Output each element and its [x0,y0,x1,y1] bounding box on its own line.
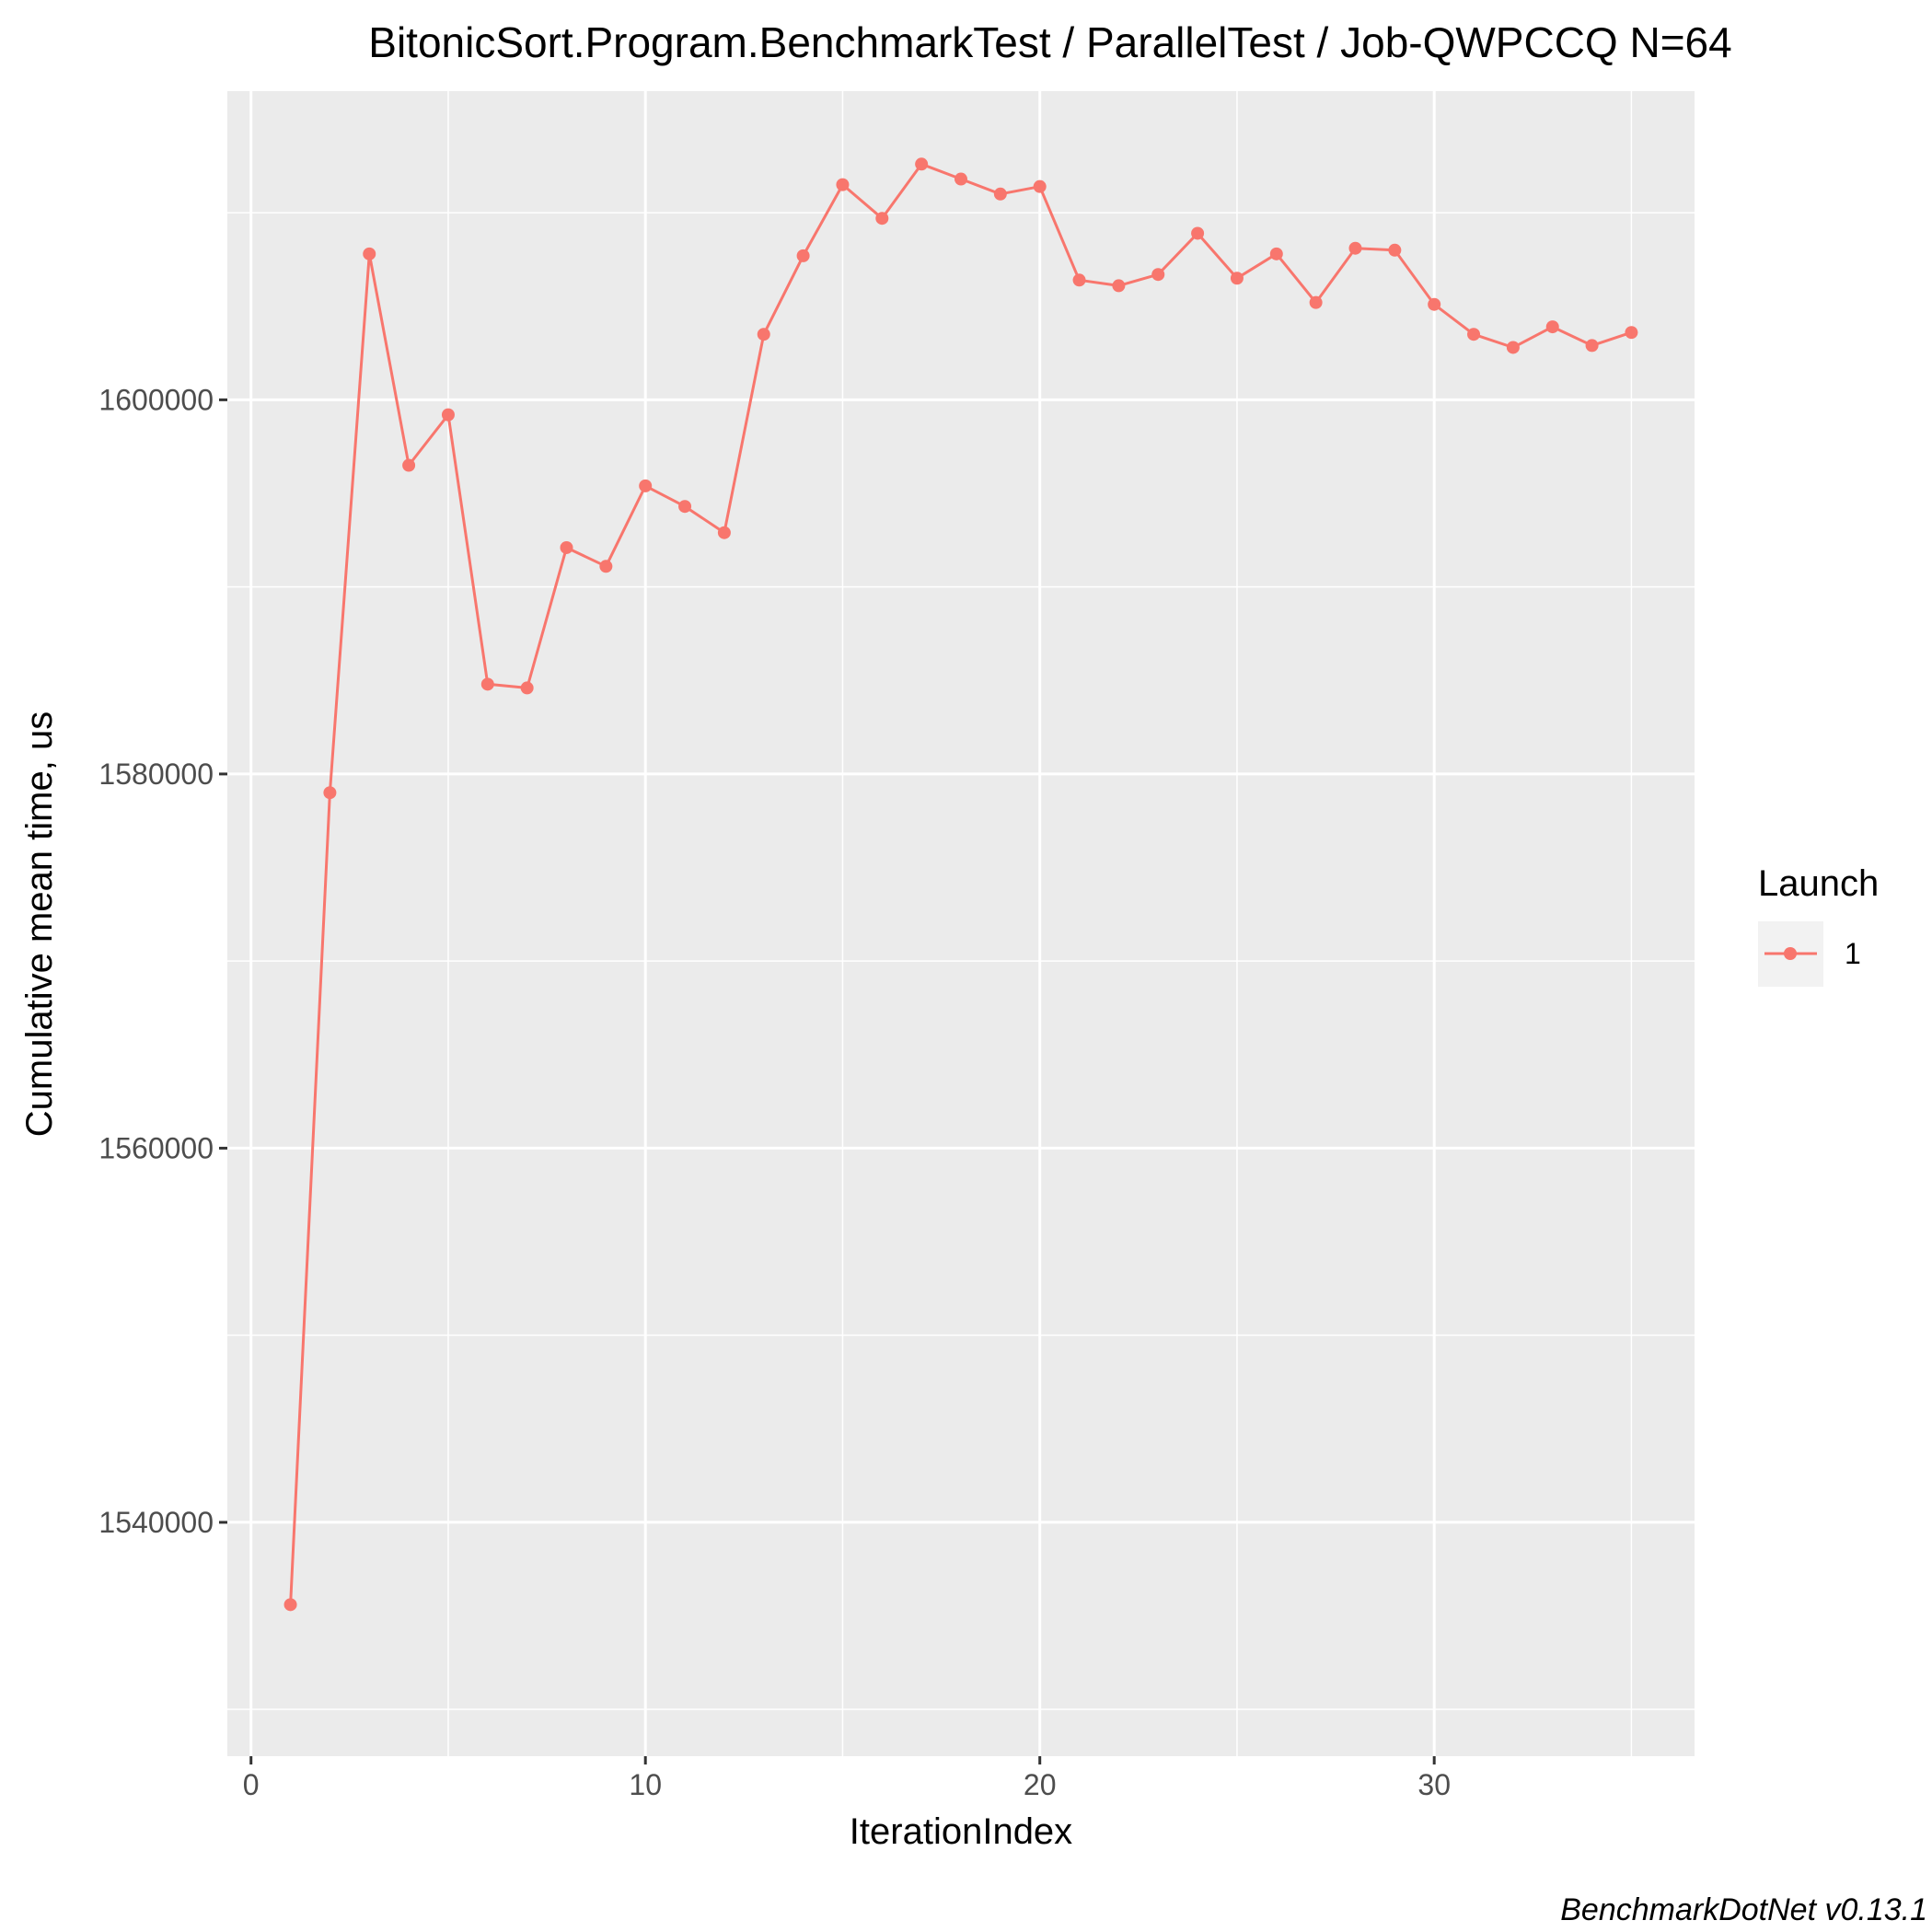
y-tick-label: 1540000 [98,1506,214,1539]
plot-panel [227,91,1695,1756]
legend: Launch 1 [1758,863,1879,987]
data-point [954,172,967,186]
legend-title: Launch [1758,863,1879,904]
data-point [560,540,573,554]
data-point [441,408,455,422]
data-point [993,187,1007,201]
data-point [363,247,376,260]
data-point [717,526,731,539]
data-point [520,681,534,695]
y-tick-label: 1580000 [98,758,214,791]
chart-title: BitonicSort.Program.BenchmarkTest / Para… [368,18,1731,66]
y-axis-title: Cumulative mean time, us [19,711,60,1137]
data-point [915,157,929,171]
data-point [480,677,494,691]
x-tick-label: 0 [243,1768,260,1801]
data-point [639,479,653,492]
x-tick-labels: 0 10 20 30 [243,1768,1451,1801]
data-point [796,249,810,262]
series-points [283,157,1638,1612]
data-point [1072,273,1086,287]
x-tick-label: 30 [1417,1768,1451,1801]
data-point [1348,241,1362,255]
data-point [402,458,416,472]
data-point [1625,326,1638,340]
data-point [1585,339,1599,353]
data-point [1467,328,1481,341]
y-tick-labels: 1540000 1560000 1580000 1600000 [98,383,214,1539]
data-point [1191,226,1205,240]
legend-key-point [1784,947,1797,960]
legend-label: 1 [1845,937,1861,970]
x-tick-label: 10 [629,1768,662,1801]
data-point [1269,247,1283,260]
axis-ticks [219,398,1436,1764]
data-point [1388,243,1402,257]
caption: BenchmarkDotNet v0.13.1 [1560,1892,1927,1927]
data-point [1151,268,1165,282]
data-point [836,178,850,191]
data-point [1230,272,1244,285]
data-point [678,500,692,514]
data-point [323,786,337,800]
data-point [757,328,770,341]
grid-minor [227,91,1695,1756]
x-axis-title: IterationIndex [850,1811,1072,1852]
data-point [283,1598,297,1612]
data-point [875,212,889,226]
x-tick-label: 20 [1024,1768,1057,1801]
data-point [599,560,613,573]
data-point [1506,341,1520,354]
data-point [1309,295,1323,309]
data-point [1112,279,1126,293]
data-point [1428,297,1441,311]
data-point [1033,179,1047,193]
y-tick-label: 1560000 [98,1131,214,1164]
y-tick-label: 1600000 [98,383,214,416]
grid-major [227,91,1695,1756]
data-point [1545,320,1559,334]
